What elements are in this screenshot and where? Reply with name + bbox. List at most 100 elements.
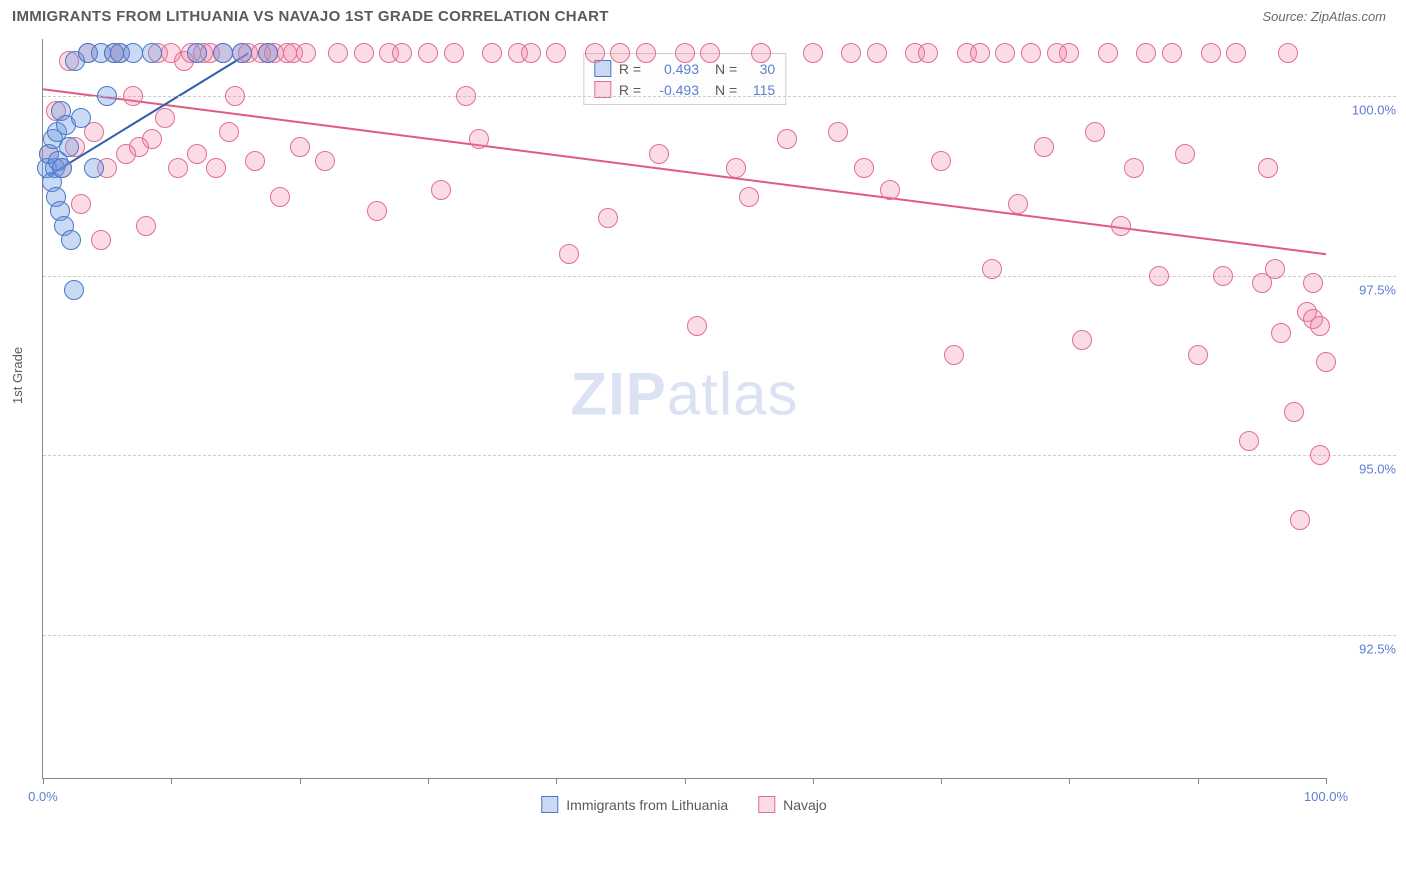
scatter-point-lithuania [59,137,79,157]
scatter-point-lithuania [213,43,233,63]
scatter-point-navajo [1085,122,1105,142]
scatter-point-navajo [1059,43,1079,63]
scatter-point-lithuania [71,108,91,128]
scatter-point-navajo [155,108,175,128]
scatter-point-navajo [206,158,226,178]
scatter-point-navajo [1136,43,1156,63]
scatter-point-navajo [1175,144,1195,164]
scatter-point-navajo [168,158,188,178]
stat-n-label: N = [715,61,737,77]
scatter-point-navajo [649,144,669,164]
source-label: Source: ZipAtlas.com [1262,9,1386,24]
legend-swatch [541,796,558,813]
scatter-point-navajo [1265,259,1285,279]
x-tick [685,778,686,784]
chart-title: IMMIGRANTS FROM LITHUANIA VS NAVAJO 1ST … [12,8,609,25]
scatter-point-navajo [1278,43,1298,63]
x-tick [941,778,942,784]
scatter-point-lithuania [123,43,143,63]
scatter-point-navajo [687,316,707,336]
scatter-point-navajo [482,43,502,63]
stat-r-label: R = [619,82,641,98]
scatter-point-navajo [328,43,348,63]
scatter-point-lithuania [142,43,162,63]
scatter-point-navajo [828,122,848,142]
x-tick-label: 100.0% [1304,789,1348,804]
scatter-point-navajo [598,208,618,228]
x-tick [1198,778,1199,784]
scatter-point-navajo [1310,445,1330,465]
x-tick [556,778,557,784]
x-tick [43,778,44,784]
scatter-point-navajo [71,194,91,214]
scatter-point-navajo [1258,158,1278,178]
scatter-point-navajo [245,151,265,171]
scatter-point-lithuania [52,158,72,178]
scatter-point-lithuania [64,280,84,300]
scatter-point-navajo [636,43,656,63]
y-tick-label: 95.0% [1336,462,1396,477]
scatter-point-navajo [854,158,874,178]
gridline [43,455,1396,456]
gridline [43,635,1396,636]
scatter-point-navajo [431,180,451,200]
scatter-point-navajo [944,345,964,365]
scatter-point-navajo [392,43,412,63]
plot-area: ZIPatlas R =0.493N =30R =-0.493N =115 10… [42,39,1326,779]
scatter-point-navajo [444,43,464,63]
stat-n-value: 115 [745,82,775,98]
scatter-point-navajo [610,43,630,63]
scatter-point-navajo [123,86,143,106]
scatter-point-navajo [1124,158,1144,178]
legend-swatch [758,796,775,813]
title-bar: IMMIGRANTS FROM LITHUANIA VS NAVAJO 1ST … [0,0,1406,29]
y-tick-label: 97.5% [1336,282,1396,297]
scatter-point-navajo [367,201,387,221]
scatter-point-navajo [1098,43,1118,63]
trend-lines [43,39,1326,778]
scatter-point-navajo [1213,266,1233,286]
scatter-point-navajo [142,129,162,149]
scatter-point-navajo [1316,352,1336,372]
scatter-point-navajo [354,43,374,63]
scatter-point-navajo [1034,137,1054,157]
x-tick [171,778,172,784]
scatter-point-navajo [751,43,771,63]
y-tick-label: 92.5% [1336,641,1396,656]
scatter-point-navajo [315,151,335,171]
scatter-point-navajo [803,43,823,63]
scatter-point-navajo [1008,194,1028,214]
legend-label: Navajo [783,797,827,813]
scatter-point-navajo [1226,43,1246,63]
scatter-point-navajo [546,43,566,63]
scatter-point-navajo [418,43,438,63]
x-tick [1326,778,1327,784]
scatter-point-navajo [136,216,156,236]
scatter-point-lithuania [187,43,207,63]
scatter-point-navajo [675,43,695,63]
scatter-point-navajo [187,144,207,164]
x-tick [1069,778,1070,784]
scatter-point-navajo [296,43,316,63]
scatter-point-navajo [225,86,245,106]
stat-n-label: N = [715,82,737,98]
scatter-point-lithuania [97,86,117,106]
scatter-point-navajo [1271,323,1291,343]
scatter-point-lithuania [258,43,278,63]
gridline [43,276,1396,277]
scatter-point-navajo [91,230,111,250]
y-axis-label: 1st Grade [10,347,25,404]
y-tick-label: 100.0% [1336,103,1396,118]
chart-container: 1st Grade ZIPatlas R =0.493N =30R =-0.49… [42,29,1326,819]
bottom-legend-item: Immigrants from Lithuania [541,796,728,813]
scatter-point-navajo [469,129,489,149]
bottom-legend-item: Navajo [758,796,827,813]
scatter-point-navajo [970,43,990,63]
scatter-point-navajo [995,43,1015,63]
scatter-point-navajo [1188,345,1208,365]
scatter-point-navajo [1162,43,1182,63]
scatter-point-navajo [1290,510,1310,530]
scatter-point-lithuania [61,230,81,250]
scatter-point-navajo [219,122,239,142]
scatter-point-navajo [270,187,290,207]
